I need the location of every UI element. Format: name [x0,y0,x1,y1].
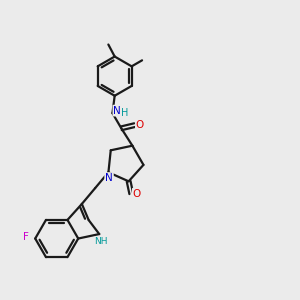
Text: F: F [23,232,29,242]
Text: O: O [136,119,144,130]
Text: H: H [122,107,129,118]
Text: O: O [133,189,141,199]
Text: N: N [105,173,113,183]
Text: NH: NH [94,238,108,247]
Text: N: N [113,106,121,116]
